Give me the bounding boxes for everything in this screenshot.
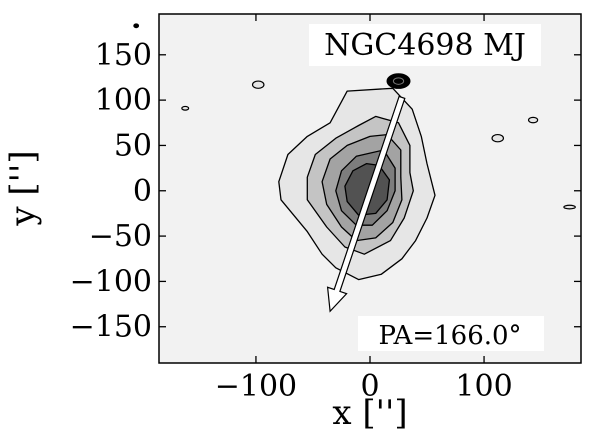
chart-title: NGC4698 MJ bbox=[324, 28, 526, 63]
bright-knot-inner-contour bbox=[392, 77, 405, 85]
arrow-shape bbox=[326, 95, 406, 313]
y-tick-label: −100 bbox=[70, 264, 152, 299]
blob-1 bbox=[251, 80, 265, 89]
pa-annotation: PA=166.0° bbox=[378, 321, 521, 351]
blob-6 bbox=[133, 23, 140, 29]
position-angle-arrow bbox=[326, 95, 406, 313]
axes-group: −100 0 100 −150 −100 −50 0 50 100 150 bbox=[70, 14, 581, 404]
blob-2 bbox=[181, 105, 190, 111]
x-axis-title: x [''] bbox=[332, 393, 407, 433]
bright-knot bbox=[386, 73, 411, 89]
x-tick-label: 100 bbox=[455, 369, 512, 404]
y-axis-title: y [''] bbox=[3, 150, 43, 226]
y-tick-label: 0 bbox=[133, 174, 152, 209]
x-tick-label: −100 bbox=[215, 369, 297, 404]
blob-5 bbox=[563, 204, 576, 210]
title-box bbox=[309, 24, 541, 66]
y-tick-label: −50 bbox=[89, 219, 152, 254]
y-tick-label: 50 bbox=[114, 128, 152, 163]
y-tick-label: −150 bbox=[70, 310, 152, 345]
feature-group bbox=[133, 23, 576, 210]
x-tick-label: 0 bbox=[360, 369, 379, 404]
blob-3 bbox=[491, 133, 505, 143]
y-tick-label: 100 bbox=[95, 83, 152, 118]
blob-4 bbox=[527, 116, 539, 124]
annotation-box bbox=[358, 316, 544, 351]
y-tick-label: 150 bbox=[95, 38, 152, 73]
